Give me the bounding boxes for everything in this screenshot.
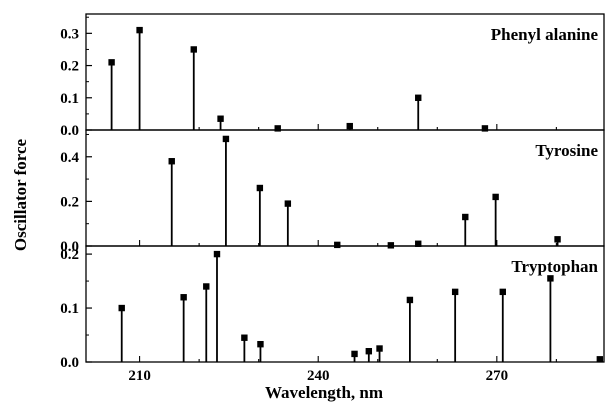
stick-marker [256,184,264,192]
stick-marker [213,250,221,258]
y-tick-label: 0.2 [60,59,79,75]
stick-marker [180,294,187,301]
stick-marker [415,94,422,101]
stick-marker [203,283,210,290]
stick-marker [376,345,383,352]
x-tick-label: 210 [128,368,151,384]
stick-marker [481,125,489,132]
panel-1: 0.0 0.1 0.2 0.3 Phenyl alanine [60,13,605,139]
y-tick-label: 0.4 [60,150,79,166]
stick-marker [596,356,604,363]
stick-marker [351,350,358,358]
y-tick-label: 0.0 [60,239,79,255]
stick-marker [492,193,499,201]
y-tick-label: 0.0 [60,123,79,139]
y-tick-label: 0.2 [60,194,79,210]
stick-marker [554,236,561,243]
stick-marker [168,158,175,165]
stick-marker [462,213,469,221]
panel-frame [85,129,605,247]
stick-marker [190,46,197,53]
stick-marker [451,288,459,296]
x-tick-label: 270 [486,368,509,384]
panel-3: 0.0 0.1 0.2 Tryptophan [60,245,605,371]
x-tick-label: 240 [307,368,330,384]
stick-marker [406,296,414,304]
stick-marker [217,115,224,122]
panel-title: Phenyl alanine [491,25,599,44]
y-axis-label: Oscillator force [11,138,30,251]
panel-frame [85,245,605,363]
stick-marker [118,304,125,312]
x-axis-label: Wavelength, nm [265,383,383,402]
stick-marker [365,348,373,355]
panel-2: 0.0 0.2 0.4 Tyrosine [60,129,605,255]
stick-marker [257,340,264,348]
stick-marker [387,242,395,249]
y-tick-label: 0.2 [60,247,79,263]
stick-marker [136,26,143,34]
stick-marker [346,122,353,130]
y-tick-label: 0.3 [60,26,79,42]
stick-marker [108,59,115,66]
stick-marker [284,200,292,207]
y-tick-label: 0.1 [60,91,79,107]
panel-title: Tyrosine [535,141,598,160]
stick-marker [499,288,506,296]
stick-marker [241,334,248,341]
y-tick-label: 0.1 [60,301,79,317]
stick-marker [222,135,230,143]
y-tick-label: 0.0 [60,355,79,371]
stick-marker [415,240,422,247]
panel-title: Tryptophan [511,257,598,276]
stick-marker [334,241,341,249]
stick-marker [547,275,554,282]
stick-marker [274,125,281,132]
